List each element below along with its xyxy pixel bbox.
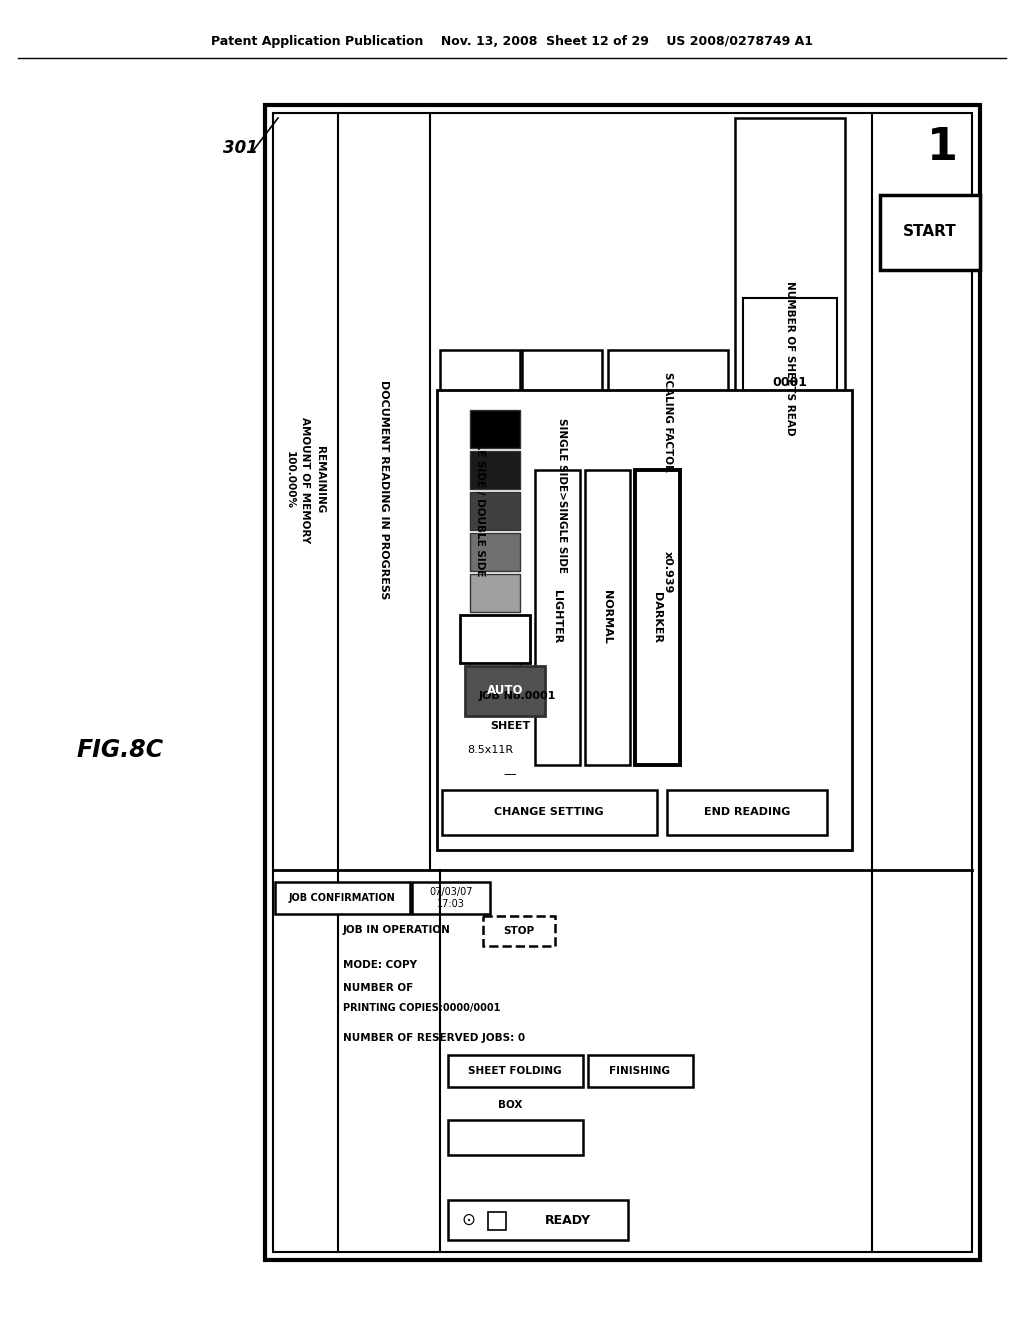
Text: ⊙: ⊙: [461, 1210, 475, 1229]
Text: SINGLE SIDE>SINGLE SIDE: SINGLE SIDE>SINGLE SIDE: [557, 417, 567, 573]
Bar: [465, 667, 545, 715]
Text: x0.939: x0.939: [663, 550, 673, 593]
Bar: [438, 630, 503, 672]
Text: BOX: BOX: [498, 1100, 522, 1110]
Bar: [440, 350, 520, 640]
Text: NUMBER OF: NUMBER OF: [343, 983, 414, 993]
Text: 0001: 0001: [772, 376, 808, 389]
Text: 1: 1: [927, 127, 957, 169]
Bar: [530, 743, 548, 762]
Bar: [449, 1055, 583, 1086]
Bar: [535, 470, 580, 766]
Text: END READING: END READING: [703, 807, 791, 817]
Bar: [667, 789, 827, 836]
Bar: [273, 114, 972, 1251]
Bar: [735, 117, 845, 478]
Bar: [449, 1200, 628, 1239]
Bar: [470, 451, 520, 488]
Bar: [585, 470, 630, 766]
Bar: [880, 195, 980, 271]
Text: SINGLE SIDE / DOUBLE SIDE: SINGLE SIDE / DOUBLE SIDE: [475, 413, 485, 577]
Text: READY: READY: [545, 1213, 591, 1226]
Bar: [437, 389, 852, 850]
Bar: [460, 615, 530, 663]
Bar: [470, 574, 520, 612]
Bar: [470, 615, 520, 653]
Bar: [445, 680, 590, 711]
Bar: [483, 916, 555, 946]
Text: LIGHTER: LIGHTER: [552, 590, 562, 644]
Bar: [588, 1055, 693, 1086]
Text: DARKER: DARKER: [652, 591, 662, 643]
Text: 8.5x11R: 8.5x11R: [467, 744, 513, 755]
Text: AUTO: AUTO: [486, 685, 523, 697]
Text: 301: 301: [222, 139, 257, 157]
Text: START: START: [903, 224, 956, 239]
Bar: [608, 350, 728, 492]
Text: DOCUMENT READING IN PROGRESS: DOCUMENT READING IN PROGRESS: [379, 380, 389, 599]
Text: Patent Application Publication    Nov. 13, 2008  Sheet 12 of 29    US 2008/02787: Patent Application Publication Nov. 13, …: [211, 36, 813, 49]
Text: —: —: [504, 768, 516, 781]
Text: MODE: COPY: MODE: COPY: [343, 960, 417, 970]
Bar: [265, 106, 980, 1261]
Bar: [488, 1212, 506, 1230]
Bar: [470, 656, 520, 694]
Text: NORMAL: NORMAL: [602, 590, 612, 644]
Bar: [470, 533, 520, 572]
Text: SHEET: SHEET: [489, 721, 530, 731]
Bar: [470, 411, 520, 447]
Text: FINISHING: FINISHING: [609, 1067, 671, 1076]
Text: PRINTING COPIES:0000/0001: PRINTING COPIES:0000/0001: [343, 1003, 501, 1012]
Text: CHANGE SETTING: CHANGE SETTING: [495, 807, 604, 817]
Bar: [442, 789, 657, 836]
Bar: [412, 882, 490, 913]
Text: NUMBER OF SHEETS READ: NUMBER OF SHEETS READ: [785, 281, 795, 436]
Bar: [275, 882, 410, 913]
Bar: [470, 492, 520, 531]
Text: JOB CONFIRMATION: JOB CONFIRMATION: [289, 894, 395, 903]
Text: JOB No.0001: JOB No.0001: [478, 690, 556, 701]
Bar: [608, 498, 728, 640]
Text: SHEET FOLDING: SHEET FOLDING: [468, 1067, 562, 1076]
Bar: [743, 298, 837, 408]
Text: NUMBER OF RESERVED JOBS: 0: NUMBER OF RESERVED JOBS: 0: [343, 1034, 525, 1043]
Text: JOB IN OPERATION: JOB IN OPERATION: [343, 925, 451, 935]
Bar: [635, 470, 680, 766]
Text: FIG.8C: FIG.8C: [77, 738, 164, 762]
Text: REMAINING
AMOUNT OF MEMORY
100.000%: REMAINING AMOUNT OF MEMORY 100.000%: [286, 417, 325, 543]
Bar: [522, 350, 602, 640]
Text: STOP: STOP: [504, 927, 535, 936]
Text: 07/03/07
17:03: 07/03/07 17:03: [429, 887, 473, 909]
Text: SCALING FACTOR: SCALING FACTOR: [663, 372, 673, 473]
Bar: [449, 1119, 583, 1155]
